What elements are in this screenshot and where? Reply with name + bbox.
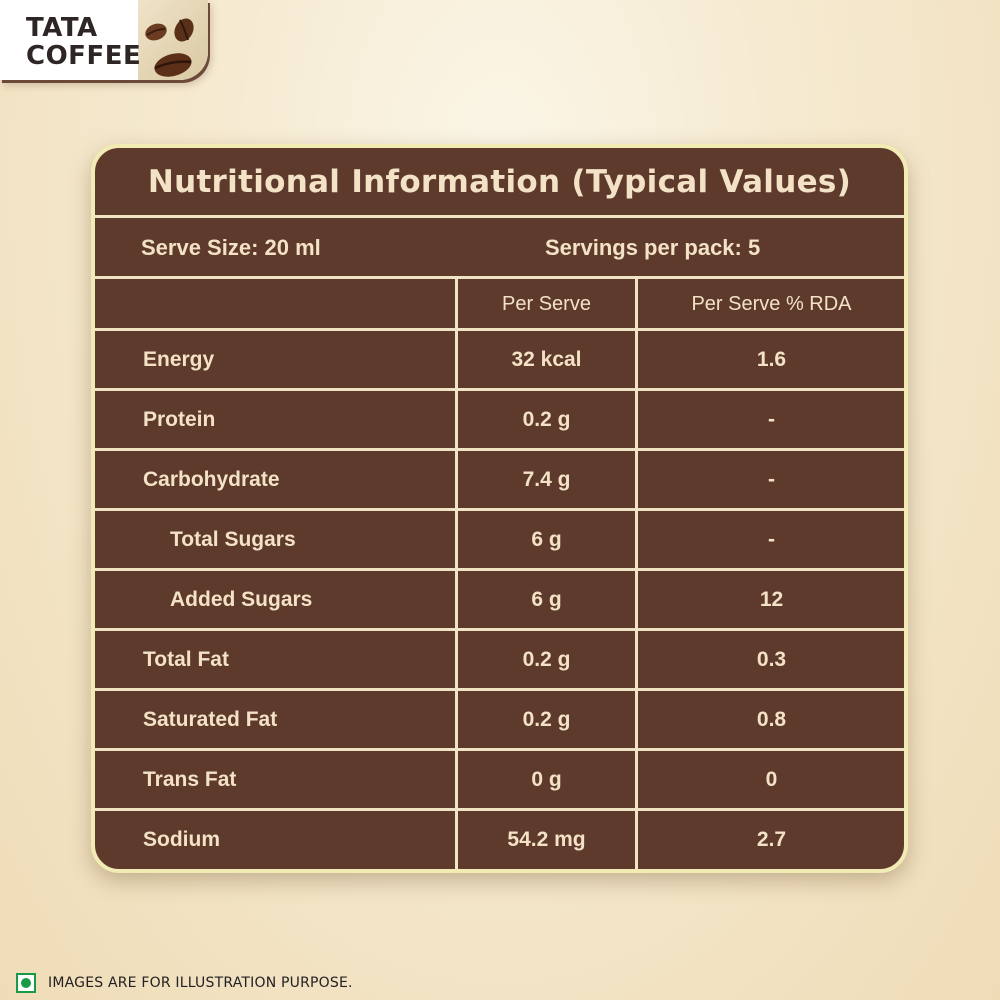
row-divider (95, 448, 904, 451)
rda-total-sugars: - (768, 527, 775, 551)
rda-trans-fat: 0 (765, 767, 778, 791)
illustration-disclaimer: IMAGES ARE FOR ILLUSTRATION PURPOSE. (48, 975, 353, 991)
nutrient-total-fat: Total Fat (143, 647, 229, 671)
per-serve-sodium: 54.2 mg (507, 827, 586, 851)
servings-per-pack: Servings per pack: 5 (545, 234, 761, 260)
veg-dot (21, 978, 31, 988)
per-serve-saturated-fat: 0.2 g (522, 707, 571, 731)
row-divider (95, 688, 904, 691)
nutrient-carbohydrate: Carbohydrate (143, 467, 280, 491)
rda-saturated-fat: 0.8 (756, 707, 787, 731)
per-serve-total-fat: 0.2 g (522, 647, 571, 671)
nutrient-sodium: Sodium (143, 827, 220, 851)
brand-line-2: COFFEE (26, 41, 142, 71)
row-divider (95, 808, 904, 811)
table-title: Nutritional Information (Typical Values) (147, 164, 852, 200)
brand-line-1: TATA (26, 13, 98, 43)
serve-size: Serve Size: 20 ml (141, 234, 321, 260)
per-serve-energy: 32 kcal (511, 347, 582, 371)
row-divider (95, 568, 904, 571)
nutrient-saturated-fat: Saturated Fat (143, 707, 278, 731)
row-divider (95, 748, 904, 751)
rda-energy: 1.6 (756, 347, 787, 371)
divider (95, 328, 904, 331)
column-divider (455, 276, 458, 869)
column-divider (635, 276, 638, 869)
footer-note: IMAGES ARE FOR ILLUSTRATION PURPOSE. (16, 973, 353, 993)
rda-total-fat: 0.3 (756, 647, 787, 671)
nutrient-total-sugars: Total Sugars (170, 527, 296, 551)
row-divider (95, 508, 904, 511)
per-serve-added-sugars: 6 g (531, 587, 562, 611)
per-serve-total-sugars: 6 g (531, 527, 562, 551)
veg-mark-icon (16, 973, 36, 993)
per-serve-protein: 0.2 g (522, 407, 571, 431)
rda-protein: - (768, 407, 775, 431)
nutrient-trans-fat: Trans Fat (143, 767, 237, 791)
per-serve-carbohydrate: 7.4 g (522, 467, 571, 491)
rda-added-sugars: 12 (759, 587, 784, 611)
nutrition-table: Nutritional Information (Typical Values)… (91, 144, 908, 873)
nutrient-protein: Protein (143, 407, 216, 431)
nutrient-energy: Energy (143, 347, 215, 371)
brand-logo: TATA COFFEE (0, 0, 208, 80)
divider (95, 215, 904, 218)
column-header-rda: Per Serve % RDA (691, 292, 852, 315)
row-divider (95, 628, 904, 631)
coffee-beans-icon (145, 18, 194, 77)
per-serve-trans-fat: 0 g (531, 767, 562, 791)
nutrient-added-sugars: Added Sugars (170, 587, 313, 611)
divider (95, 276, 904, 279)
brand-wordmark: TATA COFFEE (26, 14, 141, 70)
column-header-per-serve: Per Serve (502, 292, 591, 315)
rda-sodium: 2.7 (756, 827, 787, 851)
rda-carbohydrate: - (768, 467, 775, 491)
row-divider (95, 388, 904, 391)
